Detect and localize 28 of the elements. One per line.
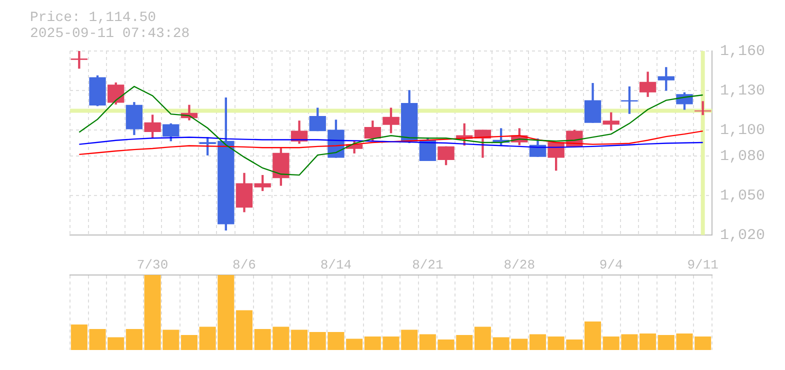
bar — [640, 334, 656, 350]
bar — [180, 335, 198, 350]
bar — [584, 322, 602, 350]
y-tick-label: 1,130 — [720, 82, 766, 100]
bar — [70, 324, 88, 350]
y-tick-label: 1,020 — [720, 226, 766, 244]
x-tick-label: 7/30 — [136, 258, 168, 273]
candlestick — [694, 101, 712, 116]
x-tick-label: 8/21 — [412, 258, 444, 273]
x-tick-label: 9/11 — [687, 258, 719, 273]
bar — [419, 334, 436, 350]
bar — [126, 329, 142, 350]
bar — [474, 326, 491, 350]
x-tick-label: 8/28 — [504, 258, 536, 273]
bar — [291, 330, 308, 350]
y-tick-label: 1,100 — [720, 122, 766, 139]
bar — [694, 336, 712, 350]
x-tick-label: 8/6 — [232, 258, 256, 273]
y-tick-label: 1,160 — [720, 42, 766, 60]
bar — [529, 334, 546, 350]
y-tick-label: 1,080 — [720, 148, 766, 166]
chart-title: Price: 1,114.50 — [30, 10, 156, 26]
x-tick-label: 8/14 — [320, 258, 352, 273]
x-tick-label: 9/4 — [599, 258, 624, 273]
bar — [346, 338, 363, 350]
chart-subtitle: 2025-09-11 07:43:28 — [30, 26, 190, 42]
y-tick-label: 1,050 — [720, 188, 766, 205]
bar — [236, 310, 253, 350]
